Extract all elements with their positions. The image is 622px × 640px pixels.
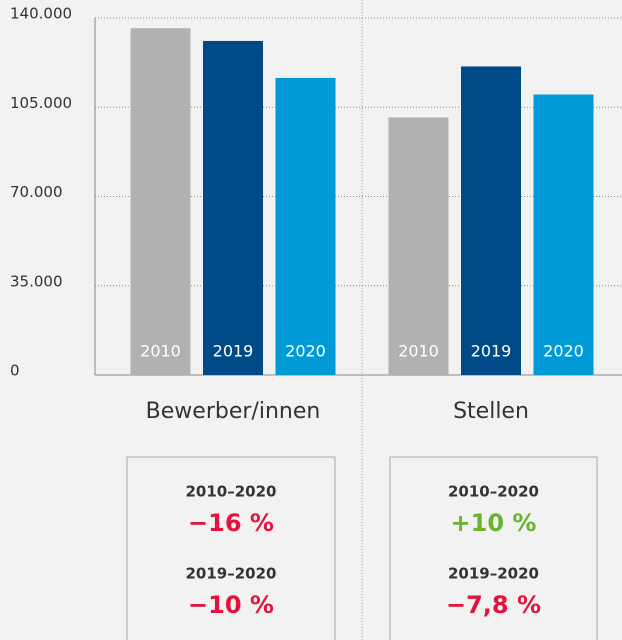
- annotation-change: −7,8 %: [446, 591, 541, 619]
- bar-series-label: 2020: [285, 342, 326, 361]
- annotation-change: −10 %: [188, 591, 274, 619]
- annotation-period: 2019–2020: [186, 565, 277, 583]
- y-tick-label: 140.000: [10, 5, 72, 23]
- bar-series-label: 2019: [213, 342, 254, 361]
- y-tick-label: 105.000: [10, 94, 72, 112]
- annotation-box: [389, 456, 598, 640]
- annotation-period: 2010–2020: [448, 483, 539, 501]
- bar: [461, 66, 521, 375]
- bar-series-label: 2010: [140, 342, 181, 361]
- bar-series-label: 2020: [543, 342, 584, 361]
- bar: [275, 77, 336, 376]
- bar: [130, 28, 191, 375]
- annotation-period: 2010–2020: [186, 483, 277, 501]
- y-tick-label: 0: [10, 362, 20, 380]
- bar-series-label: 2010: [398, 342, 439, 361]
- category-label: Bewerber/innen: [146, 399, 321, 424]
- category-label: Stellen: [453, 399, 529, 424]
- bar-series-label: 2019: [471, 342, 512, 361]
- annotation-box: [126, 456, 336, 640]
- annotation-change: +10 %: [451, 509, 537, 537]
- bar: [388, 117, 449, 375]
- annotation-change: −16 %: [188, 509, 274, 537]
- bar: [203, 40, 263, 375]
- y-tick-label: 70.000: [10, 183, 63, 201]
- annotation-period: 2019–2020: [448, 565, 539, 583]
- bar: [533, 94, 594, 375]
- y-tick-label: 35.000: [10, 272, 63, 290]
